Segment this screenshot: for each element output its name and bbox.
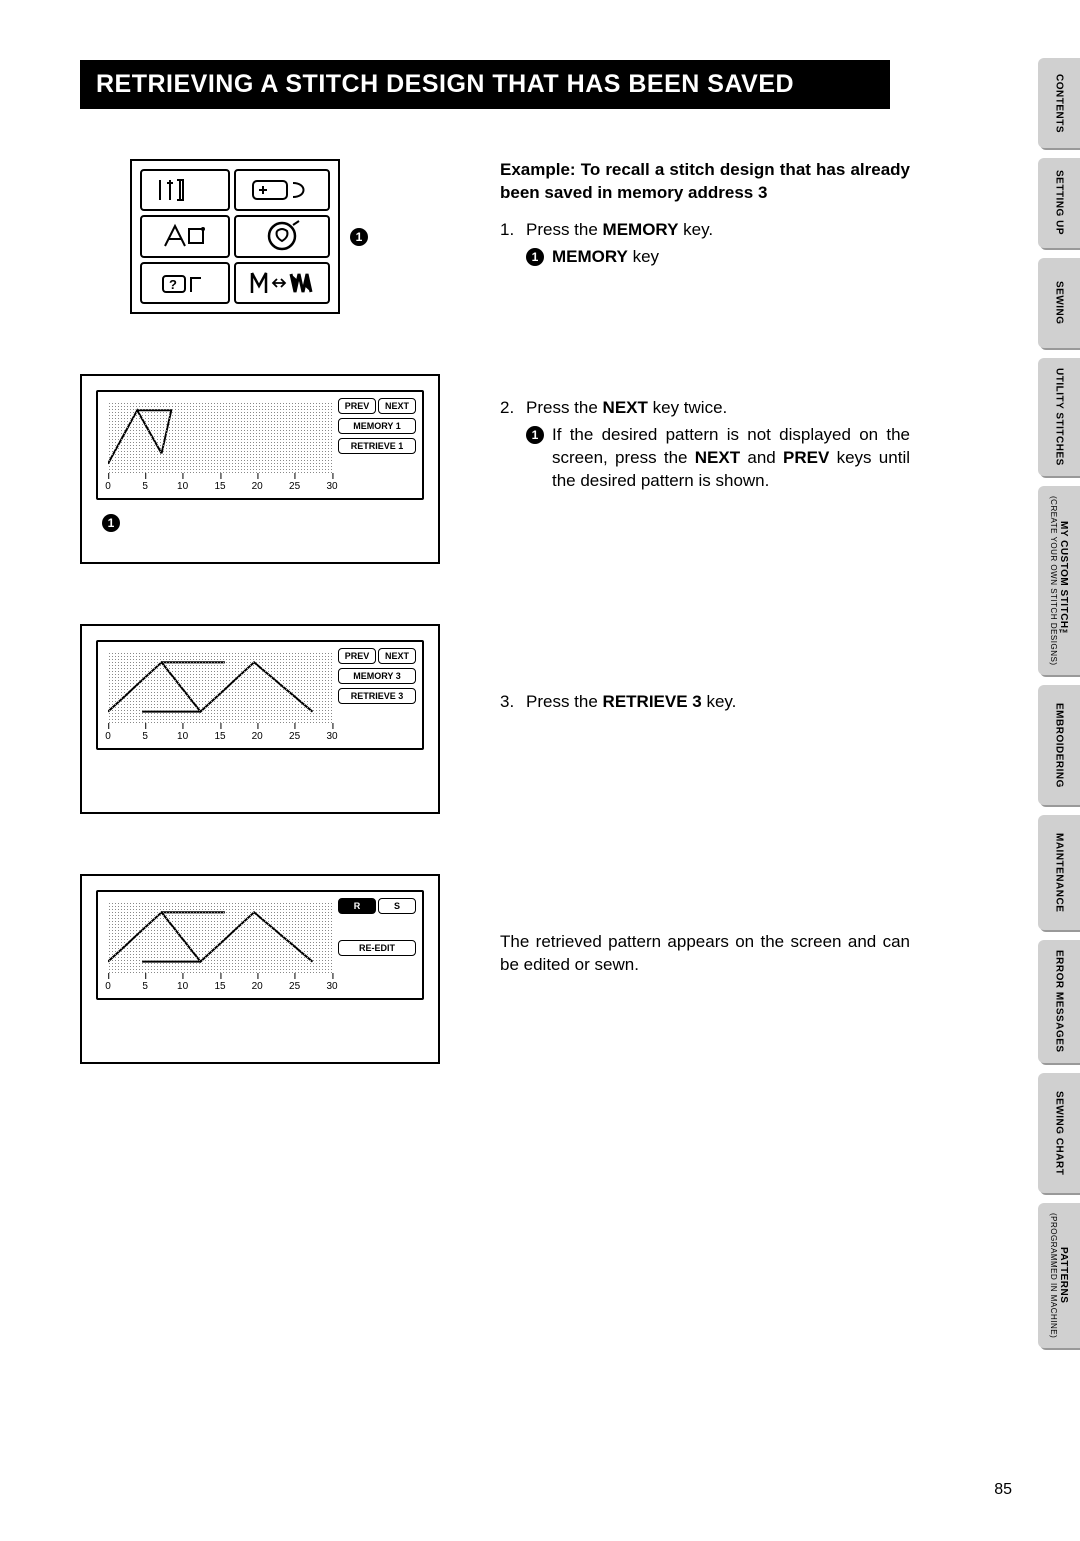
tab-utility-stitches[interactable]: UTILITY STITCHES <box>1038 358 1080 476</box>
tab-my-custom-stitch[interactable]: MY CUSTOM STITCH™(CREATE YOUR OWN STITCH… <box>1038 486 1080 676</box>
step-number: 3. <box>500 691 526 714</box>
ruler-tick: 10 <box>177 981 188 992</box>
lcd-retrieve-button[interactable]: RETRIEVE 3 <box>338 688 416 704</box>
lcd-ruler: 0 5 10 15 20 25 30 <box>108 974 332 992</box>
step-text: Press the <box>526 692 603 711</box>
lcd-next-button[interactable]: NEXT <box>378 398 416 414</box>
callout-marker-1: 1 <box>526 426 544 444</box>
lcd-prev-button[interactable]: PREV <box>338 398 376 414</box>
step-list: 3. Press the RETRIEVE 3 key. <box>500 691 910 714</box>
tab-sewing[interactable]: SEWING <box>1038 258 1080 348</box>
ruler-tick: 15 <box>214 481 225 492</box>
tab-embroidering[interactable]: EMBROIDERING <box>1038 685 1080 805</box>
step-text: key. <box>678 220 713 239</box>
tab-sewing-chart[interactable]: SEWING CHART <box>1038 1073 1080 1193</box>
step-bold: MEMORY <box>603 220 679 239</box>
tab-error-messages[interactable]: ERROR MESSAGES <box>1038 940 1080 1063</box>
figure-3-lcd-memory3: 0 5 10 15 20 25 30 PREV NEXT MEMORY 3 <box>80 624 440 814</box>
step-text: key. <box>702 692 737 711</box>
step-sub-text: key <box>628 247 659 266</box>
step-sub-text: and <box>740 448 783 467</box>
ruler-tick: 5 <box>142 481 148 492</box>
ruler-tick: 0 <box>105 481 111 492</box>
instructions-column: Example: To recall a stitch design that … <box>500 159 910 1064</box>
lcd-screen: 0 5 10 15 20 25 30 PREV NEXT MEMORY 3 <box>96 640 424 750</box>
step-text: Press the <box>526 220 603 239</box>
panel-icon: ? <box>140 262 230 304</box>
ruler-tick: 25 <box>289 481 300 492</box>
ruler-tick: 20 <box>252 731 263 742</box>
step-3: 3. Press the RETRIEVE 3 key. <box>500 691 910 714</box>
callout-marker-1: 1 <box>102 514 120 532</box>
panel-icon <box>140 215 230 257</box>
ruler-tick: 10 <box>177 731 188 742</box>
lcd-screen: 0 5 10 15 20 25 30 PREV NEXT MEMORY 1 <box>96 390 424 500</box>
svg-text:?: ? <box>169 277 177 292</box>
example-heading: Example: To recall a stitch design that … <box>500 159 910 205</box>
ruler-tick: 25 <box>289 981 300 992</box>
step-bold: RETRIEVE 3 <box>603 692 702 711</box>
ruler-tick: 30 <box>326 981 337 992</box>
ruler-tick: 5 <box>142 981 148 992</box>
step-list: 1. Press the MEMORY key. 1 MEMORY key <box>500 219 910 269</box>
step-sub-bold: NEXT <box>695 448 740 467</box>
lcd-s-button[interactable]: S <box>378 898 416 914</box>
result-text: The retrieved pattern appears on the scr… <box>500 931 910 977</box>
ruler-tick: 0 <box>105 731 111 742</box>
panel-icon <box>234 262 330 304</box>
figure-4-lcd-reedit: 0 5 10 15 20 25 30 R S RE-E <box>80 874 440 1064</box>
page-number: 85 <box>994 1481 1012 1499</box>
lcd-reedit-button[interactable]: RE-EDIT <box>338 940 416 956</box>
panel-icon-memory <box>234 215 330 257</box>
step-list: 2. Press the NEXT key twice. 1 If the de… <box>500 397 910 493</box>
lcd-prev-button[interactable]: PREV <box>338 648 376 664</box>
figures-column: ? 1 <box>80 159 450 1064</box>
step-text: key twice. <box>648 398 727 417</box>
manual-page: RETRIEVING A STITCH DESIGN THAT HAS BEEN… <box>0 0 1080 1541</box>
ruler-tick: 15 <box>214 981 225 992</box>
ruler-tick: 10 <box>177 481 188 492</box>
step-number: 1. <box>500 219 526 269</box>
ruler-tick: 20 <box>252 981 263 992</box>
step-bold: NEXT <box>603 398 648 417</box>
ruler-tick: 20 <box>252 481 263 492</box>
ruler-tick: 15 <box>214 731 225 742</box>
step-sub-bold: MEMORY <box>552 247 628 266</box>
callout-marker-1: 1 <box>526 248 544 266</box>
lcd-screen: 0 5 10 15 20 25 30 R S RE-E <box>96 890 424 1000</box>
lcd-r-button[interactable]: R <box>338 898 376 914</box>
lcd-memory-button[interactable]: MEMORY 3 <box>338 668 416 684</box>
lcd-ruler: 0 5 10 15 20 25 30 <box>108 724 332 742</box>
step-2: 2. Press the NEXT key twice. 1 If the de… <box>500 397 910 493</box>
lcd-retrieve-button[interactable]: RETRIEVE 1 <box>338 438 416 454</box>
step-text: Press the <box>526 398 603 417</box>
step-1: 1. Press the MEMORY key. 1 MEMORY key <box>500 219 910 269</box>
ruler-tick: 25 <box>289 731 300 742</box>
figure-1-icon-panel: ? <box>130 159 340 314</box>
lcd-ruler: 0 5 10 15 20 25 30 <box>108 474 332 492</box>
page-title: RETRIEVING A STITCH DESIGN THAT HAS BEEN… <box>80 60 890 109</box>
content-columns: ? 1 <box>80 159 1040 1064</box>
panel-icon <box>234 169 330 211</box>
ruler-tick: 30 <box>326 481 337 492</box>
lcd-next-button[interactable]: NEXT <box>378 648 416 664</box>
lcd-memory-button[interactable]: MEMORY 1 <box>338 418 416 434</box>
tab-maintenance[interactable]: MAINTENANCE <box>1038 815 1080 930</box>
step-sub-bold: PREV <box>783 448 829 467</box>
tab-contents[interactable]: CONTENTS <box>1038 58 1080 148</box>
figure-1-wrap: ? 1 <box>80 159 450 314</box>
ruler-tick: 0 <box>105 981 111 992</box>
ruler-tick: 5 <box>142 731 148 742</box>
figure-2-lcd-memory1: 0 5 10 15 20 25 30 PREV NEXT MEMORY 1 <box>80 374 440 564</box>
panel-icon <box>140 169 230 211</box>
ruler-tick: 30 <box>326 731 337 742</box>
tab-setting-up[interactable]: SETTING UP <box>1038 158 1080 248</box>
side-tabs: CONTENTS SETTING UP SEWING UTILITY STITC… <box>1038 58 1080 1348</box>
callout-marker-1: 1 <box>350 228 368 246</box>
tab-patterns[interactable]: PATTERNS(PROGRAMMED IN MACHINE) <box>1038 1203 1080 1348</box>
step-number: 2. <box>500 397 526 493</box>
